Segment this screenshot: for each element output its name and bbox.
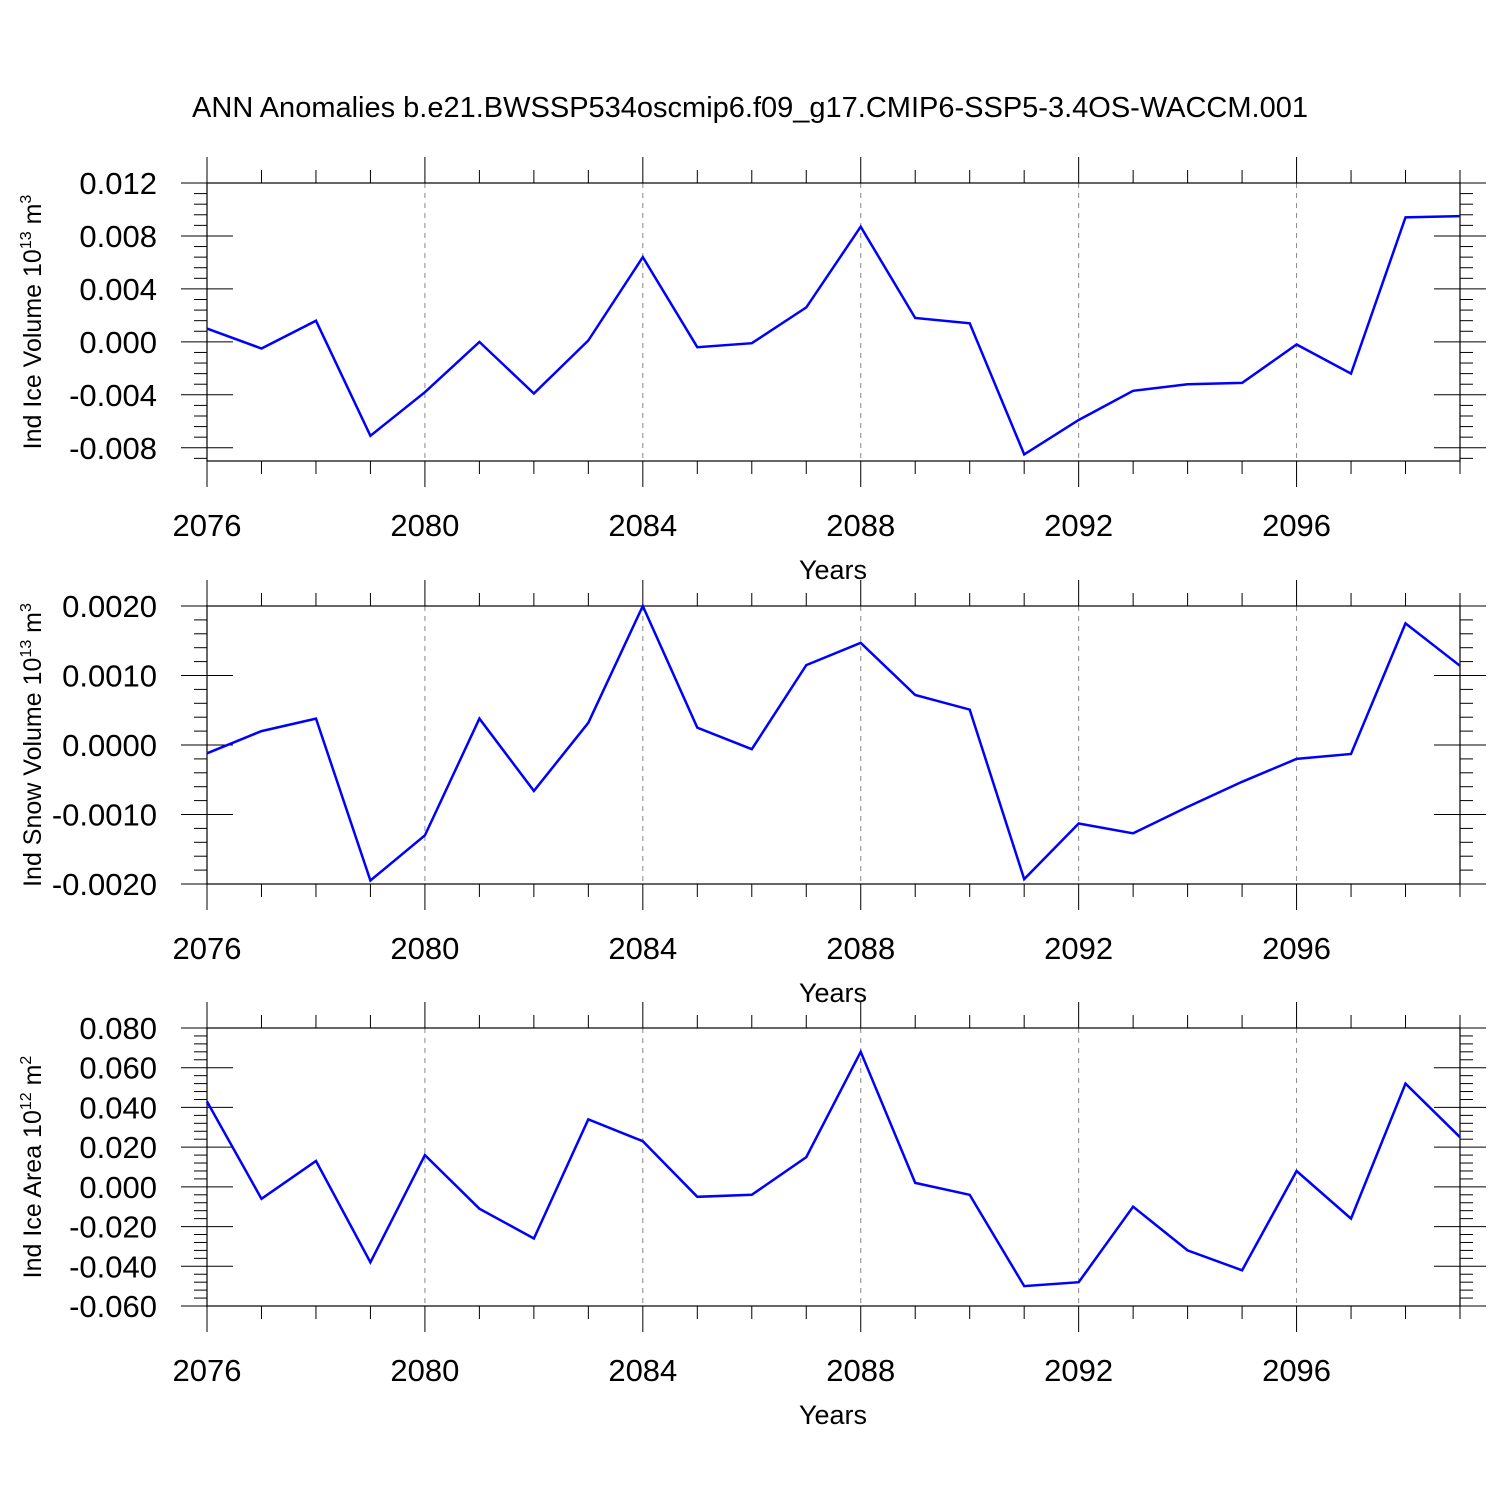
chart-snow-volume: 0.0020 0.0010 0.0000 -0.0010 -0.0020 2076 2080… xyxy=(18,580,1486,1008)
chart-ice-area: 0.080 0.060 0.040 0.020 0.000 -0.020 -0.040 -0.… xyxy=(18,1002,1486,1430)
x-tick-label: 2084 xyxy=(608,508,677,543)
y-tick-label: 0.000 xyxy=(79,325,157,360)
y-axis-label: Ind Snow Volume 1013 m3 xyxy=(18,603,47,887)
y-tick-label: -0.0020 xyxy=(52,867,157,902)
y-tick-label: -0.060 xyxy=(69,1289,157,1324)
plot-frame xyxy=(206,182,1461,462)
y-tick-label: -0.008 xyxy=(69,431,157,466)
x-tick-label: 2076 xyxy=(173,508,242,543)
page-title: ANN Anomalies b.e21.BWSSP534oscmip6.f09_… xyxy=(192,92,1308,124)
chart-ice-volume: 0.012 0.008 0.004 0.000 -0.004 -0.008 2076 2080… xyxy=(18,157,1486,585)
y-tick-label: 0.0000 xyxy=(62,728,157,763)
x-tick-label: 2092 xyxy=(1044,1353,1113,1388)
y-tick-label: 0.020 xyxy=(79,1130,157,1165)
y-tick-label: 0.0020 xyxy=(62,589,157,624)
x-tick-label: 2088 xyxy=(826,1353,895,1388)
x-axis-label: Years xyxy=(799,978,867,1008)
y-tick-label: 0.004 xyxy=(79,272,157,307)
x-tick-label: 2092 xyxy=(1044,931,1113,966)
y-tick-label: 0.000 xyxy=(79,1170,157,1205)
series-line xyxy=(206,602,1461,883)
x-tick-label: 2076 xyxy=(173,931,242,966)
x-tick-label: 2080 xyxy=(390,508,459,543)
series-line xyxy=(205,1048,1461,1288)
y-tick-label: 0.008 xyxy=(79,219,157,254)
y-axis-label: Ind Ice Volume 1013 m3 xyxy=(18,195,47,450)
plot-frame xyxy=(206,1027,1461,1307)
y-tick-label: -0.020 xyxy=(69,1210,157,1245)
x-tick-label: 2088 xyxy=(826,508,895,543)
x-axis-label: Years xyxy=(799,555,867,585)
y-tick-label: 0.080 xyxy=(79,1011,157,1046)
x-tick-label: 2092 xyxy=(1044,508,1113,543)
x-tick-label: 2088 xyxy=(826,931,895,966)
y-tick-label: 0.012 xyxy=(79,166,157,201)
y-axis-label: Ind Ice Area 1012 m2 xyxy=(18,1056,47,1279)
y-tick-label: -0.0010 xyxy=(52,798,157,833)
series-line xyxy=(206,214,1461,457)
x-tick-label: 2096 xyxy=(1262,931,1331,966)
y-tick-label: -0.004 xyxy=(69,378,157,413)
y-tick-label: -0.040 xyxy=(69,1249,157,1284)
x-tick-label: 2096 xyxy=(1262,1353,1331,1388)
x-tick-label: 2084 xyxy=(608,931,677,966)
x-tick-label: 2096 xyxy=(1262,508,1331,543)
y-tick-label: 0.060 xyxy=(79,1051,157,1086)
x-tick-label: 2080 xyxy=(390,931,459,966)
x-tick-label: 2080 xyxy=(390,1353,459,1388)
y-tick-label: 0.0010 xyxy=(62,659,157,694)
x-tick-label: 2076 xyxy=(173,1353,242,1388)
x-axis-label: Years xyxy=(799,1400,867,1430)
plot-frame xyxy=(206,605,1461,885)
y-tick-label: 0.040 xyxy=(79,1090,157,1125)
x-tick-label: 2084 xyxy=(608,1353,677,1388)
